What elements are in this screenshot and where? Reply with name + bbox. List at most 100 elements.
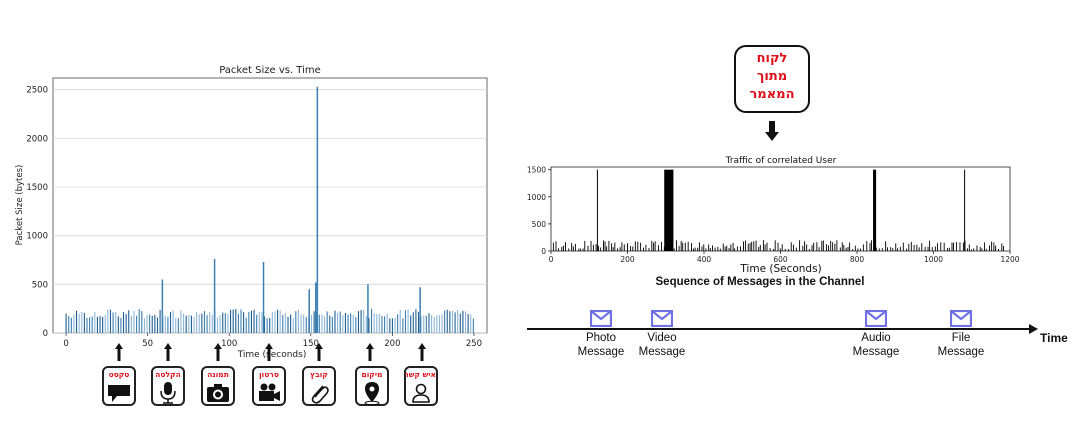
right-bar [732, 242, 734, 251]
right-bar [582, 248, 584, 251]
left-bar [128, 310, 130, 333]
right-bar [645, 244, 647, 251]
right-y-tick-label: 500 [532, 220, 547, 229]
right-bar [976, 245, 978, 251]
left-bar [399, 309, 401, 333]
left-x-tick-label: 150 [303, 339, 319, 349]
left-bar [245, 317, 247, 333]
message-line: Message [638, 346, 686, 358]
left-bar [323, 316, 326, 333]
left-bar [342, 315, 344, 333]
left-x-tick-label: 100 [221, 339, 237, 349]
left-bar [436, 315, 438, 333]
right-y-tick-label: 0 [541, 247, 546, 256]
right-bar [834, 243, 836, 251]
left-bar [295, 311, 297, 333]
left-bar [222, 312, 224, 333]
left-x-tick-label: 0 [63, 339, 68, 349]
left-bar [410, 315, 412, 333]
right-bar [968, 244, 970, 251]
left-bar [339, 311, 341, 333]
timeline-arrowhead-icon [1029, 324, 1038, 334]
left-bar [159, 309, 161, 333]
left-bar [407, 309, 409, 333]
message-type-label: קובץ [310, 370, 328, 379]
right-bar [885, 241, 887, 251]
left-bar [183, 313, 185, 333]
right-bar [843, 244, 845, 251]
right-bar [571, 242, 573, 251]
right-bar [691, 243, 692, 251]
left-bar [331, 316, 333, 333]
right-bar [993, 242, 995, 251]
right-bar [962, 242, 964, 251]
right-bar [587, 245, 589, 251]
right-spike-bar [874, 169, 876, 251]
left-bar [271, 312, 273, 333]
timeline-axis-label: Time [1040, 331, 1068, 345]
left-bar [321, 314, 323, 333]
message-type-audio: הקלטה [151, 366, 185, 406]
left-bar [196, 312, 198, 333]
left-bar [190, 315, 192, 333]
right-bar [698, 242, 700, 251]
right-x-tick-label: 1000 [924, 255, 943, 264]
left-bar [154, 314, 156, 333]
right-chart-xlabel: Time (Seconds) [739, 263, 821, 275]
left-bar [370, 308, 373, 333]
right-bar [825, 244, 827, 251]
right-bar [654, 241, 656, 251]
left-bar [203, 311, 206, 333]
right-bar [802, 245, 804, 251]
arrow-up-icon [214, 343, 222, 361]
left-spike-bar [262, 261, 265, 333]
right-bar [946, 248, 948, 251]
message-type-location: מיקום [355, 366, 389, 406]
callout-line: לקוח [756, 51, 788, 66]
right-y-tick-label: 1500 [527, 166, 546, 175]
right-spike-bar [671, 169, 673, 251]
left-bar [472, 318, 474, 333]
right-bar [841, 242, 843, 251]
left-bar [300, 314, 302, 333]
right-bar [751, 241, 753, 251]
microphone-icon [160, 382, 176, 404]
left-bar [412, 312, 414, 333]
right-bar [759, 244, 761, 251]
right-bar [730, 244, 732, 251]
left-bar [70, 317, 72, 333]
right-bar [897, 248, 898, 251]
right-bar [678, 245, 680, 251]
right-bar [816, 242, 818, 251]
message-line: Message [937, 346, 985, 358]
left-bar [122, 312, 125, 333]
right-block [664, 169, 674, 251]
arrow-down-icon [765, 121, 779, 141]
left-bar [102, 316, 104, 333]
message-type-text: טקסט [102, 366, 136, 406]
left-bar [363, 309, 365, 333]
left-bar [201, 313, 203, 333]
right-bar [722, 243, 724, 251]
right-bar [918, 247, 920, 251]
right-bar [845, 247, 847, 251]
message-type-label: סרטון [259, 370, 279, 379]
right-bar [854, 245, 856, 251]
right-bar [959, 242, 961, 251]
paperclip-icon [311, 385, 329, 404]
left-bar [467, 313, 469, 333]
left-bar [65, 313, 67, 333]
envelope-icon [590, 310, 612, 327]
right-spike-bar [665, 169, 667, 251]
right-bar [818, 247, 820, 251]
right-bar [623, 244, 625, 251]
right-bar [931, 247, 933, 251]
right-bar [787, 249, 789, 251]
right-bar [857, 248, 859, 251]
left-x-ticks: 0 50 100 150 200 250 [63, 333, 482, 349]
left-bar [248, 312, 250, 333]
right-spike-bar [964, 169, 966, 251]
right-bar [804, 241, 806, 251]
left-bar [235, 308, 237, 333]
left-bar [394, 317, 396, 333]
